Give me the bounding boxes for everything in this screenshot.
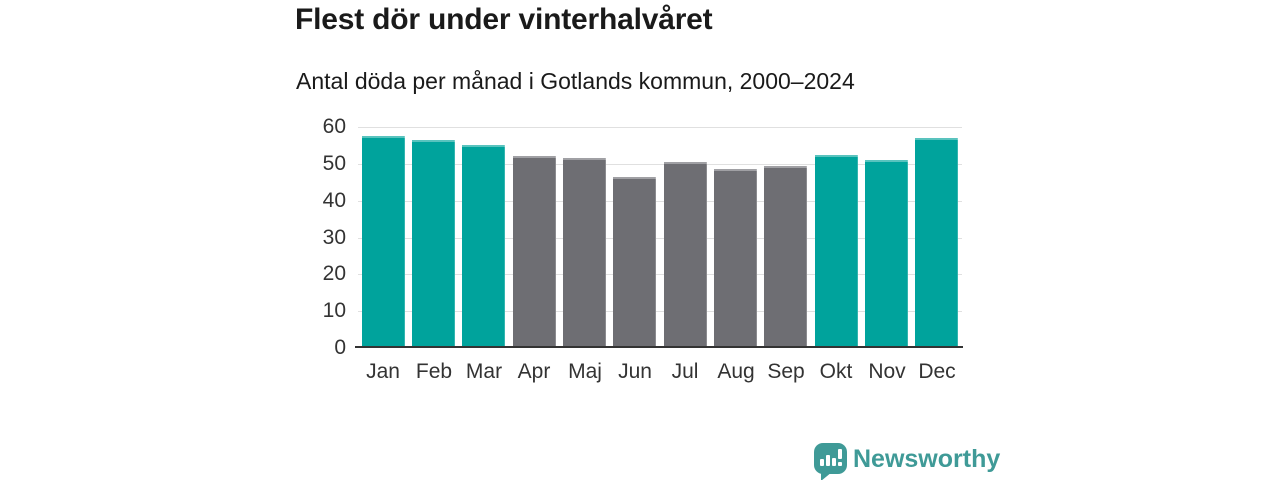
x-tick-label: Aug: [717, 360, 755, 383]
x-tick-label: Okt: [819, 360, 853, 383]
bar-mar: [462, 145, 505, 348]
bar-jun: [613, 177, 656, 348]
y-tick-label: 40: [322, 189, 346, 212]
x-tick-label: Jun: [618, 360, 652, 383]
x-tick-label: Nov: [868, 360, 906, 383]
x-tick-label: Jan: [366, 360, 400, 383]
chart-title: Flest dör under vinterhalvåret: [295, 3, 713, 36]
bar-feb: [412, 140, 455, 348]
y-tick-label: 50: [322, 152, 346, 175]
logo-exclamation-dot-icon: [838, 462, 842, 466]
bar-dec: [915, 138, 958, 348]
x-tick-label: Feb: [415, 360, 453, 383]
bar-jul: [664, 162, 707, 348]
logo-exclamation-icon: [838, 449, 842, 459]
x-tick-label: Maj: [568, 360, 602, 383]
bar-apr: [513, 156, 556, 348]
y-tick-label: 60: [322, 115, 346, 138]
bar-maj: [563, 158, 606, 348]
newsworthy-logo-icon: [814, 443, 847, 480]
bar-sep: [764, 166, 807, 348]
x-tick-label: Dec: [918, 360, 956, 383]
x-tick-label: Apr: [517, 360, 551, 383]
logo-bar-icon: [820, 459, 824, 466]
x-axis-line: [355, 346, 963, 348]
x-tick-label: Jul: [671, 360, 699, 383]
bar-aug: [714, 169, 757, 348]
logo-speech-tail: [821, 472, 832, 480]
bar-jan: [362, 136, 405, 348]
y-gridline: [358, 311, 962, 312]
x-tick-label: Sep: [767, 360, 805, 383]
bar-nov: [865, 160, 908, 348]
y-gridline: [358, 127, 962, 128]
y-gridline: [358, 238, 962, 239]
y-tick-label: 10: [322, 299, 346, 322]
y-gridline: [358, 274, 962, 275]
chart-subtitle: Antal döda per månad i Gotlands kommun, …: [296, 68, 855, 94]
y-tick-label: 0: [334, 336, 346, 359]
logo-bar-icon: [826, 455, 830, 466]
y-gridline: [358, 164, 962, 165]
y-tick-label: 20: [322, 262, 346, 285]
bar-okt: [815, 155, 858, 348]
y-gridline: [358, 201, 962, 202]
brand-name: Newsworthy: [853, 445, 1001, 473]
x-tick-label: Mar: [465, 360, 503, 383]
logo-bar-icon: [832, 458, 836, 466]
y-tick-label: 30: [322, 226, 346, 249]
